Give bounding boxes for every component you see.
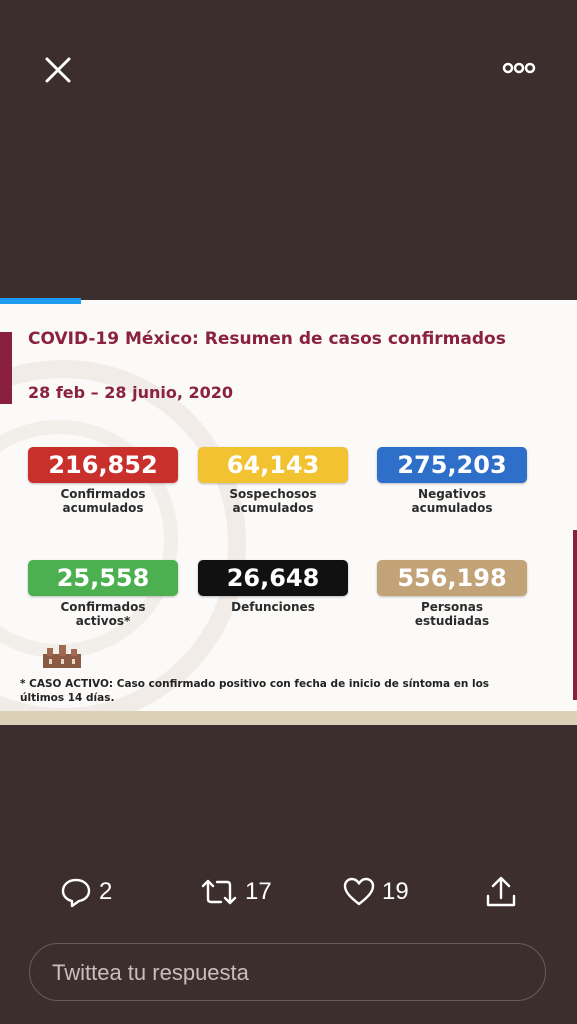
stat-label: Sospechosos acumulados: [229, 487, 317, 515]
close-button[interactable]: [42, 54, 74, 86]
media-progress-bar: [0, 298, 81, 304]
stat-value: 26,648: [198, 560, 348, 596]
stat-label: Negativos acumulados: [411, 487, 493, 515]
building-logo: [43, 645, 81, 668]
stat-label: Confirmados acumulados: [60, 487, 146, 515]
like-count: 19: [382, 878, 409, 905]
retweet-icon: [201, 879, 237, 905]
stat-negativos-acumulados: 275,203 Negativos acumulados: [377, 447, 527, 515]
stat-confirmados-acumulados: 216,852 Confirmados acumulados: [28, 447, 178, 515]
stat-value: 25,558: [28, 560, 178, 596]
stat-value: 275,203: [377, 447, 527, 483]
stat-sospechosos-acumulados: 64,143 Sospechosos acumulados: [198, 447, 348, 515]
like-button[interactable]: 19: [342, 874, 409, 910]
stat-personas-estudiadas: 556,198 Personas estudiadas: [377, 560, 527, 628]
tweet-media-image[interactable]: COVID-19 México: Resumen de casos confir…: [0, 300, 577, 725]
reply-button[interactable]: 2: [59, 874, 112, 910]
reply-placeholder: Twittea tu respuesta: [52, 960, 249, 985]
bottom-band: [0, 711, 577, 725]
reply-count: 2: [99, 878, 113, 905]
share-button[interactable]: [483, 874, 519, 910]
retweet-button[interactable]: 17: [199, 874, 272, 910]
infographic-date: 28 feb – 28 junio, 2020: [28, 383, 233, 402]
stat-value: 64,143: [198, 447, 348, 483]
infographic-title: COVID-19 México: Resumen de casos confir…: [28, 329, 506, 349]
stat-label: Defunciones: [231, 600, 315, 614]
stat-value: 216,852: [28, 447, 178, 483]
share-icon: [486, 876, 516, 907]
accent-bar: [0, 332, 12, 404]
heart-icon: [343, 877, 375, 906]
stat-confirmados-activos: 25,558 Confirmados activos*: [28, 560, 178, 628]
footnote: * CASO ACTIVO: Caso confirmado positivo …: [20, 678, 490, 704]
reply-icon: [61, 878, 91, 908]
close-icon: [45, 57, 71, 83]
accent-bar: [573, 530, 577, 700]
retweet-count: 17: [245, 878, 272, 905]
stat-defunciones: 26,648 Defunciones: [198, 560, 348, 614]
more-horizontal-icon: [502, 62, 536, 74]
reply-input[interactable]: Twittea tu respuesta: [29, 943, 546, 1001]
more-options-button[interactable]: [500, 58, 540, 78]
stat-label: Personas estudiadas: [414, 600, 490, 628]
stat-label: Confirmados activos*: [60, 600, 146, 628]
stat-value: 556,198: [377, 560, 527, 596]
